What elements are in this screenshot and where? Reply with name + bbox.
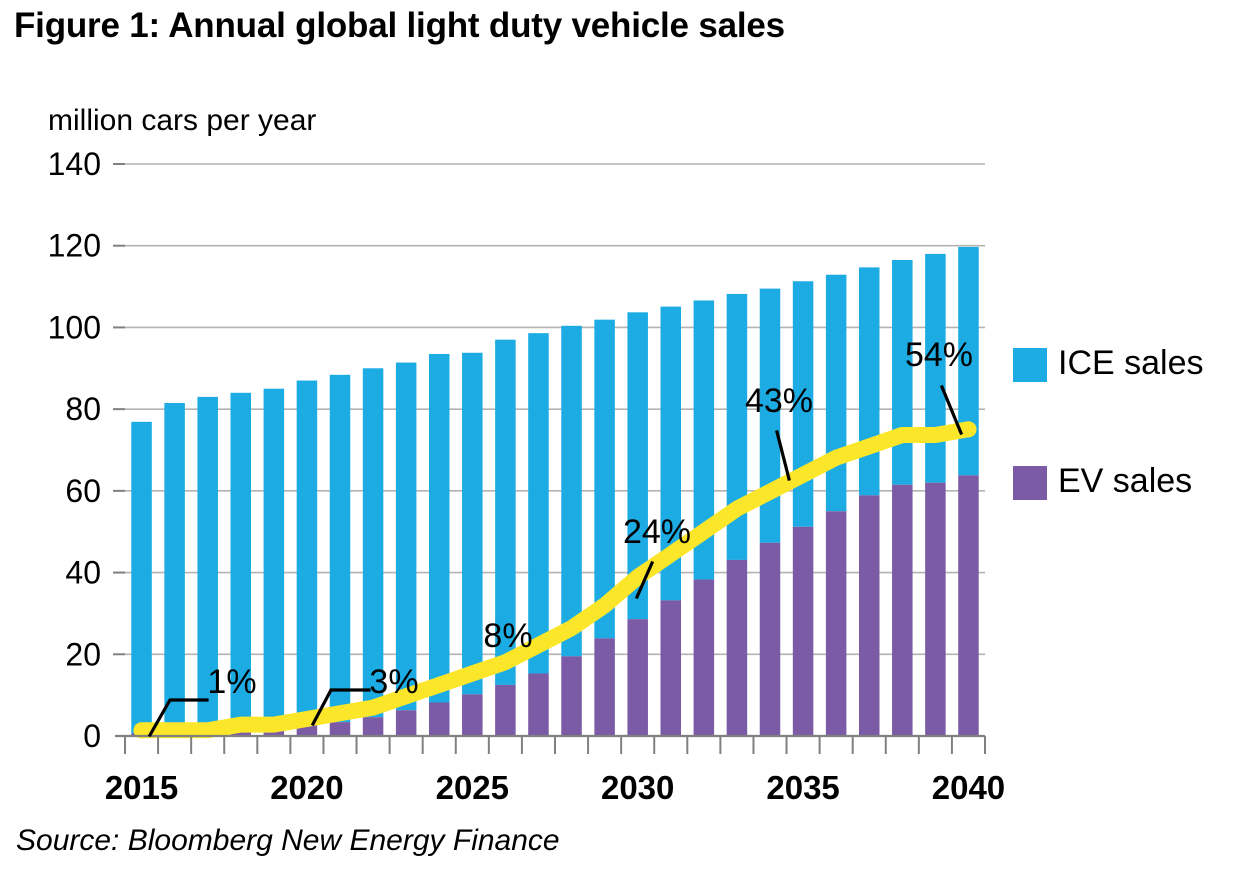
y-tick-label: 20	[65, 636, 101, 672]
bar-segment-ev	[958, 475, 979, 736]
y-tick-label: 80	[65, 391, 101, 427]
bar-segment-ev	[296, 725, 318, 736]
bar-segment-ice	[627, 312, 648, 620]
bar-segment-ice	[428, 353, 450, 703]
annotation-label: 24%	[623, 513, 691, 551]
bar-segment-ev	[726, 559, 748, 736]
bar-segment-ice	[925, 253, 946, 483]
annotation-leader-line	[939, 384, 964, 436]
bar-segment-ice	[131, 421, 152, 734]
bar-segment-ice	[958, 246, 979, 476]
y-tick-label: 0	[83, 718, 101, 754]
bar-segment-ice	[164, 403, 185, 733]
ev-share-end-marker	[960, 421, 977, 438]
x-tick-label: 2030	[601, 769, 674, 806]
annotation-label: 8%	[483, 617, 532, 655]
x-tick-label: 2025	[436, 769, 509, 806]
bar-segment-ice	[395, 362, 417, 711]
source-note: Source: Bloomberg New Energy Finance	[16, 824, 560, 857]
y-tick-label: 60	[65, 473, 101, 509]
bar-segment-ev	[561, 656, 582, 736]
bar-segment-ice	[858, 267, 880, 496]
share-line-group	[133, 421, 977, 739]
bar-segment-ev	[693, 579, 715, 736]
annotations-group: 1% 3% 8% 24% 43% 54%	[147, 336, 973, 738]
y-tick-label: 40	[65, 555, 101, 591]
bar-segment-ice	[561, 325, 582, 657]
annotation-leader-line	[147, 698, 209, 738]
bar-segment-ev	[230, 729, 252, 736]
bar-segment-ice	[329, 374, 351, 723]
bar-segment-ev	[395, 710, 417, 736]
legend-group: ICE sales EV sales	[1013, 344, 1204, 500]
annotation-leader-line	[310, 688, 371, 727]
legend-item-ice-label: ICE sales	[1058, 344, 1204, 382]
bar-segment-ice	[528, 333, 549, 674]
bar-segment-ev	[627, 619, 648, 736]
bar-segment-ev	[495, 684, 516, 736]
bar-segment-ice	[759, 288, 781, 543]
bar-segment-ice	[726, 293, 748, 560]
bar-segment-ice	[495, 339, 516, 685]
bar-segment-ice	[594, 319, 615, 639]
legend-item-ev-swatch	[1013, 466, 1047, 500]
x-tick-label: 2040	[932, 769, 1005, 806]
ytick-labels-group: 0 20 40 60 80 100 120 140	[48, 146, 101, 754]
x-tick-label: 2015	[105, 769, 178, 806]
figure-title: Figure 1: Annual global light duty vehic…	[14, 6, 785, 45]
bar-segment-ice	[660, 306, 682, 601]
y-axis-unit-label: million cars per year	[48, 104, 317, 137]
x-tick-label: 2035	[766, 769, 839, 806]
axis-group	[113, 163, 986, 754]
annotation-label: 54%	[905, 336, 973, 374]
gridlines-group	[125, 163, 985, 656]
legend-item-ice-swatch	[1013, 348, 1047, 382]
xtick-labels-group: 2015 2020 2025 2030 2035 2040	[105, 769, 1005, 806]
legend-item-ev-label: EV sales	[1058, 462, 1192, 500]
x-tick-label: 2020	[270, 769, 343, 806]
bar-segment-ev	[329, 722, 351, 736]
bar-segment-ev	[792, 526, 814, 736]
bar-segment-ev	[594, 638, 615, 736]
bar-segment-ev	[759, 542, 781, 736]
bar-segment-ev	[362, 717, 384, 736]
bar-segment-ev	[925, 482, 946, 736]
y-tick-label: 120	[48, 228, 101, 264]
bar-segment-ev	[825, 511, 847, 736]
y-tick-label: 100	[48, 309, 101, 345]
bar-segment-ice	[263, 388, 285, 728]
bar-segment-ice	[362, 368, 384, 718]
bar-segment-ev	[428, 702, 450, 736]
annotation-leader-line	[634, 560, 655, 600]
bar-segment-ice	[296, 380, 318, 726]
bar-segment-ev	[858, 495, 880, 736]
annotation-label: 43%	[745, 382, 813, 420]
bar-segment-ice	[230, 392, 252, 730]
y-tick-label: 140	[48, 146, 101, 182]
bar-segment-ice	[462, 352, 483, 695]
bar-segment-ice	[197, 396, 218, 732]
annotation-label: 3%	[369, 663, 418, 701]
bar-segment-ev	[892, 484, 913, 736]
bar-segment-ev	[462, 694, 483, 736]
ev-share-start-marker	[133, 722, 150, 739]
bar-segment-ice	[825, 274, 847, 512]
ev-share-line	[133, 421, 977, 739]
bar-segment-ev	[528, 673, 549, 736]
bar-segment-ev	[660, 600, 682, 736]
annotation-leader-line	[775, 430, 791, 481]
annotation-label: 1%	[207, 663, 256, 701]
bar-segment-ice	[693, 300, 715, 580]
